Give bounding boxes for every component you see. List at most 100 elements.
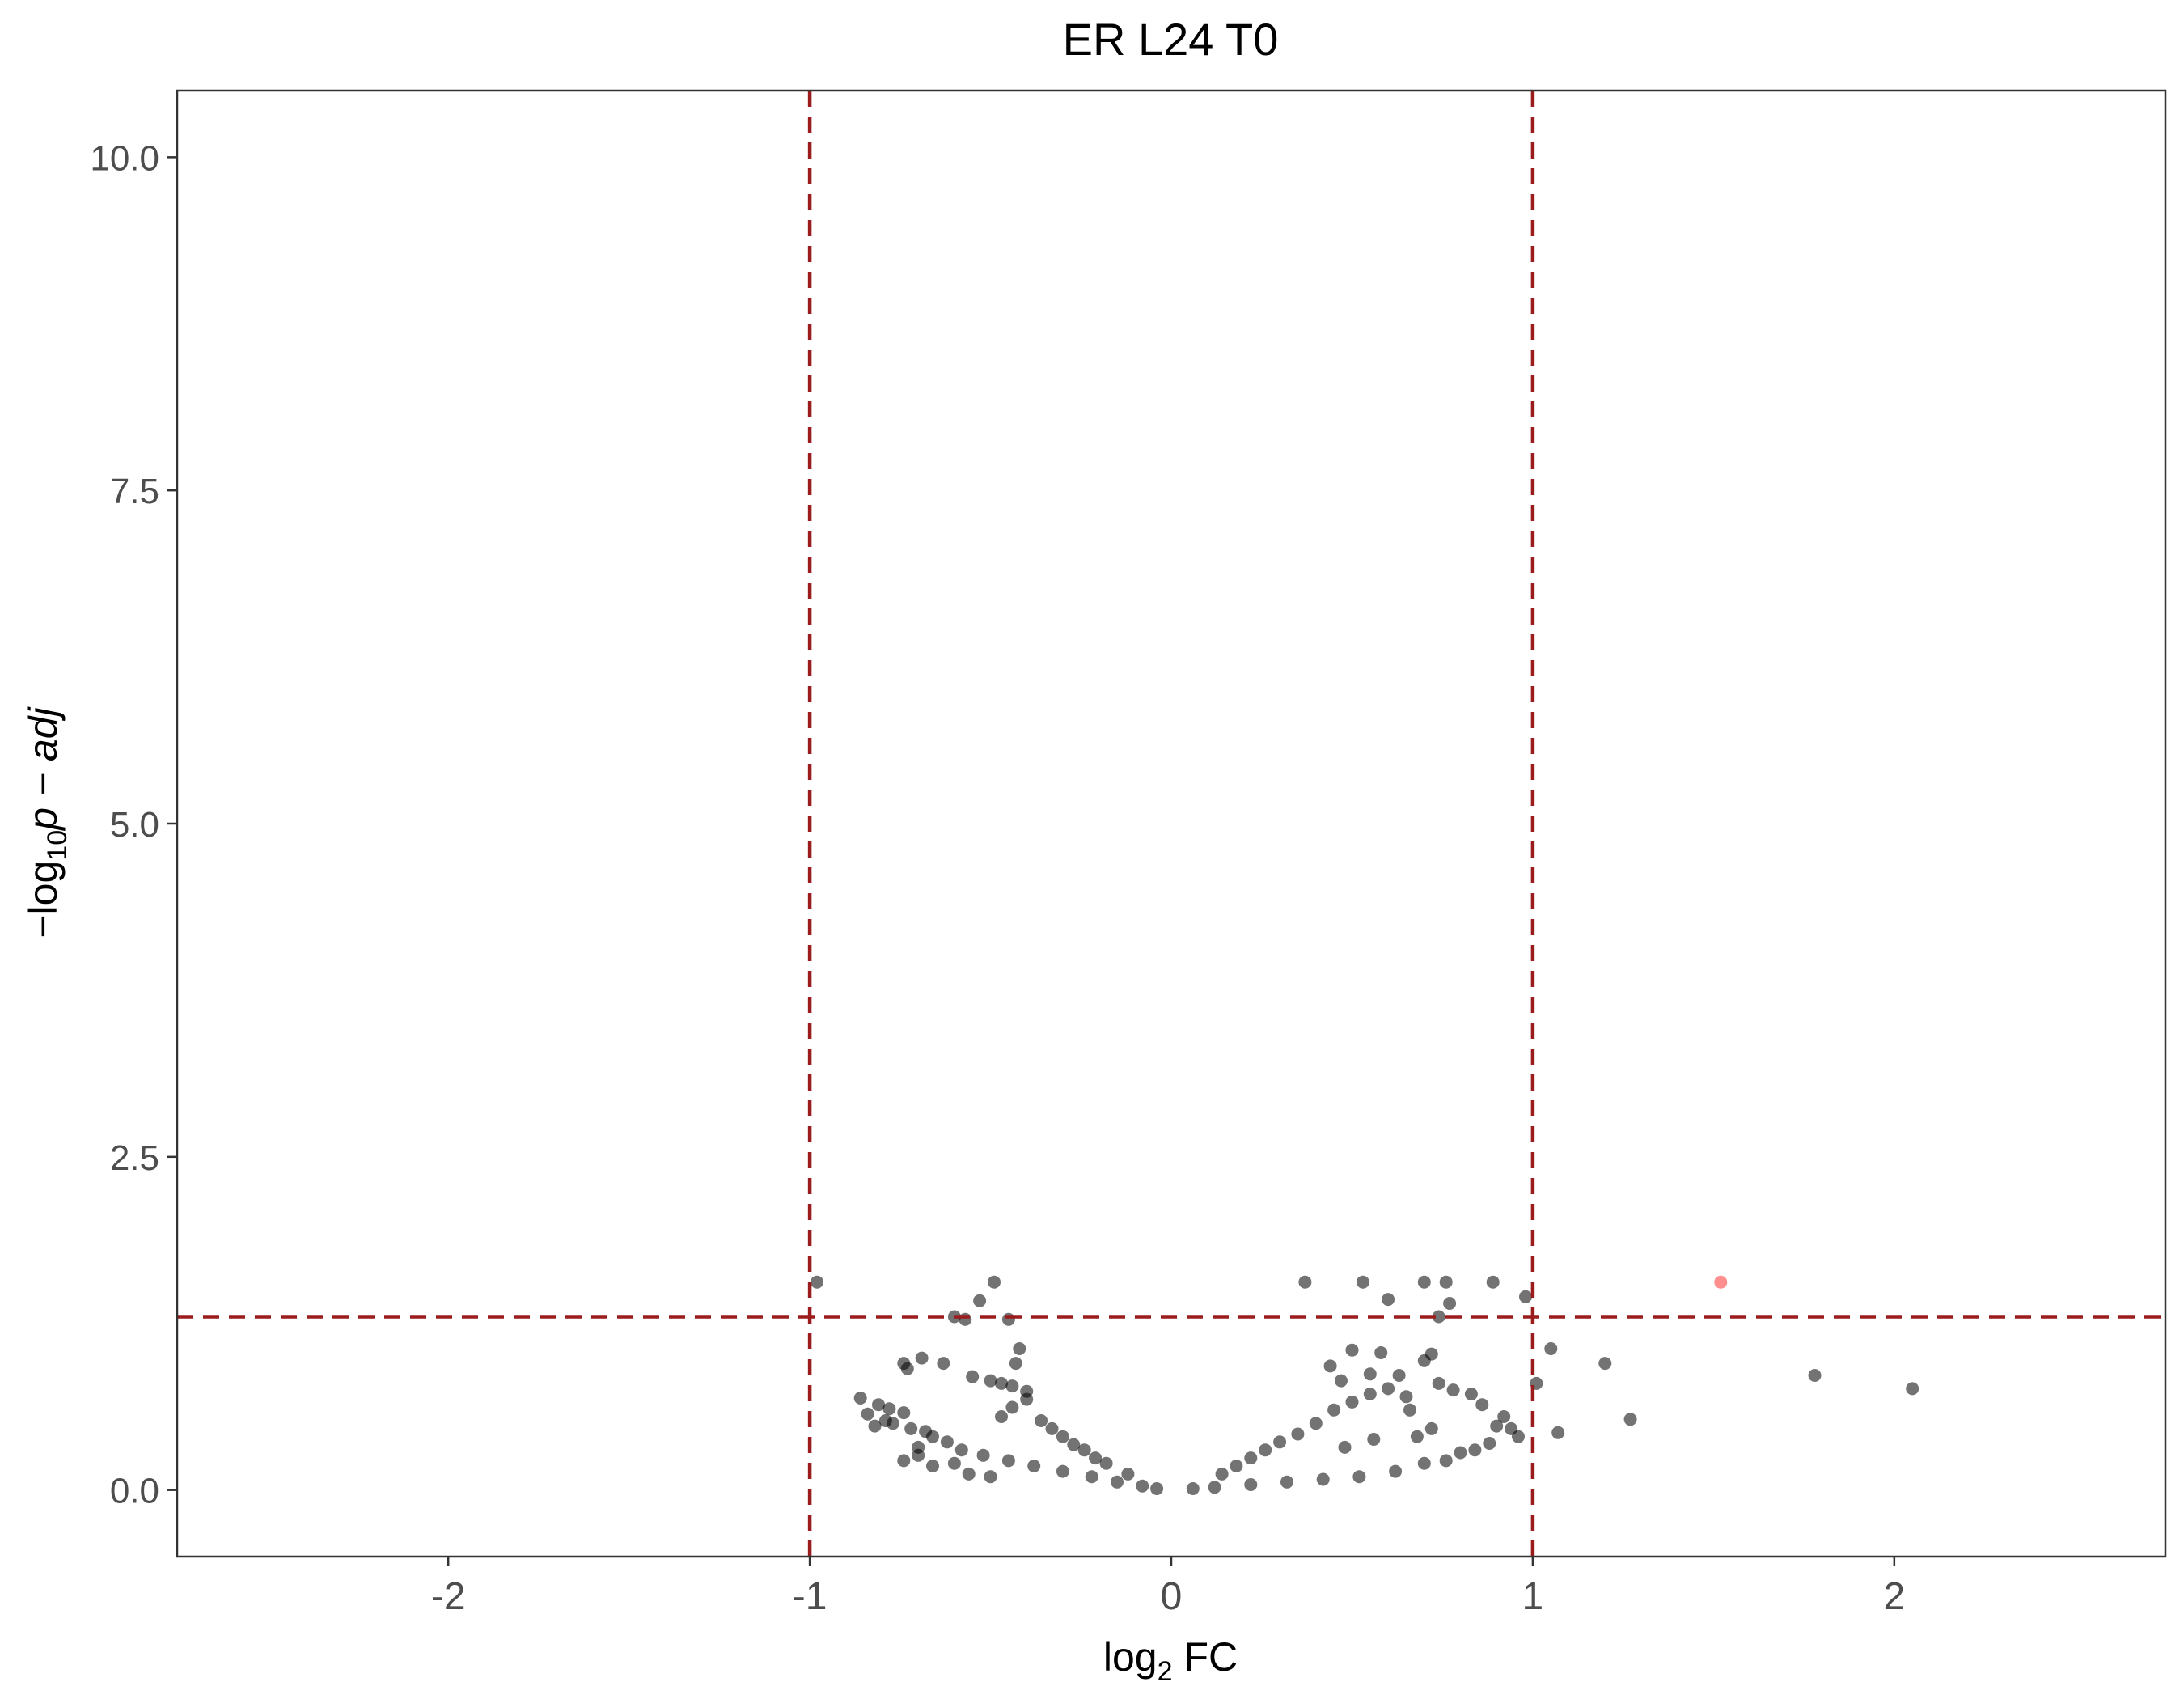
data-point: [1280, 1475, 1293, 1489]
data-point: [1121, 1467, 1135, 1481]
data-point: [882, 1402, 896, 1416]
data-point: [1417, 1456, 1431, 1470]
data-point: [926, 1430, 939, 1443]
y-axis-label-tail: p − adj: [20, 705, 66, 831]
y-tick-label: 0.0: [110, 1472, 159, 1511]
data-point: [973, 1294, 987, 1307]
data-point: [1363, 1388, 1377, 1400]
data-point: [1020, 1392, 1034, 1406]
data-point: [861, 1407, 874, 1421]
data-point: [1298, 1275, 1312, 1289]
data-point: [1544, 1342, 1558, 1355]
data-point: [1392, 1369, 1406, 1382]
data-point: [912, 1448, 925, 1462]
data-point: [995, 1376, 1008, 1390]
data-point: [1598, 1357, 1612, 1371]
data-point: [1464, 1388, 1478, 1400]
data-point: [1099, 1456, 1113, 1470]
data-point: [1363, 1367, 1377, 1381]
data-point: [1808, 1369, 1822, 1382]
data-point: [1403, 1403, 1416, 1417]
data-point: [1352, 1470, 1366, 1484]
data-point: [1150, 1482, 1164, 1495]
data-point: [1454, 1446, 1467, 1460]
data-point: [915, 1351, 929, 1365]
data-point: [1443, 1297, 1457, 1310]
data-point: [959, 1312, 972, 1326]
threshold-lines: [177, 91, 2165, 1557]
data-point: [966, 1370, 980, 1383]
x-axis-label-subscript: 2: [1158, 1656, 1173, 1687]
data-point: [1468, 1443, 1482, 1457]
data-point: [976, 1448, 990, 1462]
x-tick-label: 2: [1883, 1575, 1905, 1618]
data-point: [1077, 1443, 1091, 1457]
data-point: [897, 1406, 911, 1420]
y-tick-label: 7.5: [110, 472, 159, 511]
data-point: [1446, 1383, 1460, 1397]
data-point: [1483, 1437, 1496, 1450]
x-tick-label: 1: [1522, 1575, 1544, 1618]
data-point: [937, 1357, 950, 1371]
data-point: [1316, 1472, 1330, 1486]
x-axis-label-base: log: [1103, 1634, 1158, 1680]
x-axis: -2 -1 0 1 2: [431, 1557, 1905, 1618]
x-tick-label: -2: [431, 1575, 466, 1618]
data-point: [988, 1275, 1001, 1289]
data-point: [872, 1398, 885, 1412]
data-point: [1035, 1414, 1048, 1427]
data-point: [1424, 1421, 1438, 1435]
data-point: [995, 1410, 1008, 1423]
data-point: [904, 1421, 918, 1435]
data-point: [984, 1374, 997, 1388]
data-point: [1551, 1426, 1565, 1439]
data-point: [1432, 1376, 1445, 1390]
data-point: [1085, 1470, 1098, 1484]
data-point: [1259, 1443, 1272, 1457]
y-axis: 0.0 2.5 5.0 7.5 10.0: [90, 138, 177, 1511]
data-point: [1244, 1478, 1258, 1491]
data-point: [1382, 1293, 1395, 1307]
data-point: [853, 1392, 867, 1405]
data-point: [1439, 1454, 1453, 1468]
data-point: [1410, 1430, 1424, 1443]
x-tick-label: -1: [793, 1575, 827, 1618]
data-point: [886, 1417, 899, 1430]
data-point: [1027, 1460, 1041, 1472]
data-point: [1338, 1440, 1352, 1454]
data-point: [1623, 1413, 1637, 1426]
data-point: [926, 1460, 939, 1472]
data-point: [811, 1275, 823, 1289]
data-point: [1512, 1430, 1525, 1443]
data-point: [1186, 1482, 1200, 1495]
data-point: [1417, 1354, 1431, 1367]
data-point: [1374, 1346, 1388, 1359]
points-layer: [811, 1275, 1919, 1495]
data-point: [1001, 1312, 1015, 1326]
data-point: [1432, 1310, 1445, 1324]
data-point: [1056, 1430, 1069, 1443]
x-axis-label-tail: FC: [1173, 1634, 1238, 1680]
y-tick-label: 2.5: [110, 1138, 159, 1178]
x-tick-label: 0: [1161, 1575, 1183, 1618]
y-tick-label: 10.0: [90, 138, 159, 178]
data-point: [1327, 1403, 1341, 1417]
y-tick-label: 5.0: [110, 805, 159, 845]
data-point: [940, 1435, 954, 1449]
data-point: [1273, 1435, 1287, 1449]
data-point: [1519, 1290, 1532, 1303]
data-point: [1906, 1382, 1919, 1396]
data-point: [1356, 1275, 1369, 1289]
data-point: [962, 1467, 976, 1481]
y-axis-label-prefix: −log: [20, 861, 66, 938]
data-point: [1389, 1464, 1403, 1478]
plot-panel-background: [177, 91, 2165, 1557]
data-point: [1309, 1417, 1323, 1430]
data-point: [954, 1443, 968, 1457]
data-point: [900, 1362, 914, 1375]
data-point: [1045, 1421, 1059, 1435]
data-point: [1005, 1400, 1019, 1414]
data-point: [1208, 1481, 1221, 1494]
data-point: [1439, 1275, 1453, 1289]
